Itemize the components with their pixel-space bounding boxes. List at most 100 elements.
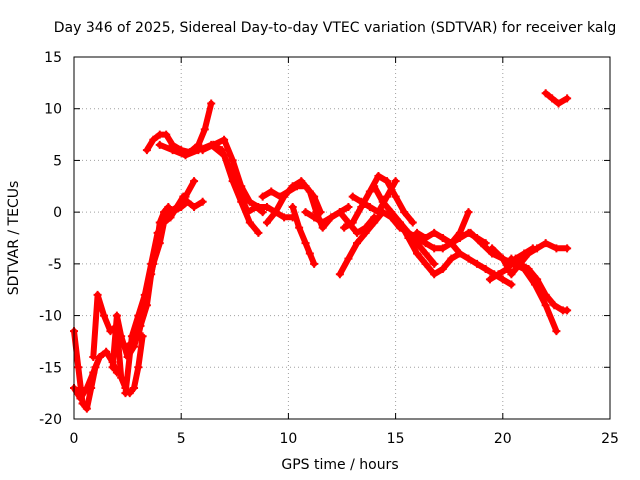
data-point xyxy=(288,202,297,211)
data-point xyxy=(378,197,387,206)
data-point xyxy=(130,383,139,392)
data-point xyxy=(404,234,413,242)
data-point xyxy=(117,332,126,341)
data-point xyxy=(455,249,464,258)
data-point xyxy=(391,192,400,201)
data-point xyxy=(430,270,439,279)
data-point xyxy=(76,394,85,403)
data-point xyxy=(312,208,321,217)
data-point xyxy=(494,270,503,279)
data-point xyxy=(348,218,357,227)
data-point xyxy=(541,301,550,310)
data-point xyxy=(395,218,404,227)
data-point xyxy=(142,146,151,155)
data-point xyxy=(123,342,132,351)
data-point xyxy=(552,244,561,253)
data-point xyxy=(181,192,190,201)
data-point xyxy=(183,197,192,206)
data-point xyxy=(383,177,392,186)
data-point xyxy=(464,208,473,217)
y-tick-label: 5 xyxy=(53,153,62,169)
data-point xyxy=(391,177,400,186)
data-point xyxy=(563,94,572,103)
data-point xyxy=(485,275,494,284)
data-point xyxy=(520,249,529,258)
data-point xyxy=(365,202,374,211)
data-point xyxy=(280,213,289,222)
data-point xyxy=(100,311,109,320)
y-tick-label: -10 xyxy=(39,309,62,325)
data-point xyxy=(93,290,102,299)
data-point xyxy=(305,249,314,258)
data-point xyxy=(365,187,374,196)
data-point xyxy=(400,208,409,217)
data-point xyxy=(217,146,226,155)
data-point xyxy=(563,244,572,253)
data-point xyxy=(166,213,175,222)
data-point xyxy=(533,275,542,284)
data-point xyxy=(102,347,111,356)
data-point xyxy=(243,208,252,217)
data-point xyxy=(200,125,209,134)
data-point xyxy=(271,208,280,217)
data-point xyxy=(378,208,387,217)
data-point xyxy=(142,290,151,299)
series-arc-28 xyxy=(542,90,571,107)
data-point xyxy=(477,239,486,248)
y-tick-label: -15 xyxy=(39,360,62,376)
data-point xyxy=(554,99,563,108)
series-arc-6 xyxy=(124,178,198,350)
data-point xyxy=(198,146,207,155)
data-point xyxy=(82,383,91,392)
x-axis-label: GPS time / hours xyxy=(281,457,398,473)
data-point xyxy=(421,234,430,242)
data-point xyxy=(353,228,362,237)
data-point xyxy=(209,140,218,149)
data-point xyxy=(190,202,199,211)
data-point xyxy=(267,187,276,196)
data-point xyxy=(112,311,121,320)
data-point xyxy=(550,301,559,310)
series-arc-16 xyxy=(336,209,386,278)
chart-title: Day 346 of 2025, Sidereal Day-to-day VTE… xyxy=(54,20,616,36)
plot-frame xyxy=(73,56,611,420)
data-point xyxy=(235,187,244,196)
data-point xyxy=(340,223,349,232)
data-point xyxy=(498,275,507,284)
x-tick-label: 5 xyxy=(177,431,186,447)
data-point xyxy=(374,171,383,180)
data-point xyxy=(78,399,87,408)
data-point xyxy=(541,89,550,98)
data-point xyxy=(335,270,344,279)
data-point xyxy=(498,254,507,263)
series-arc-13 xyxy=(264,178,352,231)
data-point xyxy=(198,197,207,206)
data-point xyxy=(254,228,263,237)
data-point xyxy=(318,218,327,227)
data-point xyxy=(117,373,126,382)
data-point xyxy=(438,265,447,274)
data-point xyxy=(348,192,357,201)
data-point xyxy=(438,234,447,242)
data-point xyxy=(297,177,306,186)
data-point xyxy=(262,218,271,227)
data-point xyxy=(295,223,304,232)
data-point xyxy=(383,192,392,201)
data-point xyxy=(149,135,158,144)
data-point xyxy=(481,265,490,274)
data-point xyxy=(524,265,533,274)
data-point xyxy=(181,151,190,160)
data-point xyxy=(177,202,186,211)
data-point xyxy=(421,259,430,268)
data-point xyxy=(438,244,447,253)
data-point xyxy=(301,208,310,217)
data-point xyxy=(357,197,366,206)
data-point xyxy=(541,239,550,248)
data-point xyxy=(245,197,254,206)
x-tick-label: 25 xyxy=(601,431,619,447)
data-point xyxy=(162,130,171,139)
data-point xyxy=(149,259,158,268)
data-point xyxy=(301,239,310,248)
data-point xyxy=(305,187,314,196)
y-tick-label: 10 xyxy=(44,102,62,118)
